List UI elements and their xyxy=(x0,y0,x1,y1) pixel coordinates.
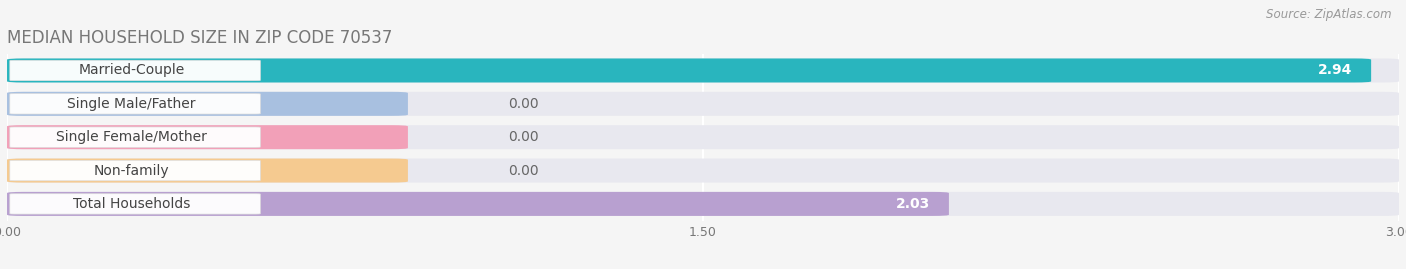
Text: 0.00: 0.00 xyxy=(508,130,538,144)
FancyBboxPatch shape xyxy=(7,58,1371,83)
Text: Source: ZipAtlas.com: Source: ZipAtlas.com xyxy=(1267,8,1392,21)
FancyBboxPatch shape xyxy=(7,125,1399,149)
FancyBboxPatch shape xyxy=(7,125,408,149)
Text: 2.94: 2.94 xyxy=(1319,63,1353,77)
FancyBboxPatch shape xyxy=(7,192,1399,216)
Text: 2.03: 2.03 xyxy=(896,197,931,211)
FancyBboxPatch shape xyxy=(10,194,260,214)
Text: Married-Couple: Married-Couple xyxy=(79,63,184,77)
FancyBboxPatch shape xyxy=(7,158,408,183)
Text: MEDIAN HOUSEHOLD SIZE IN ZIP CODE 70537: MEDIAN HOUSEHOLD SIZE IN ZIP CODE 70537 xyxy=(7,29,392,47)
FancyBboxPatch shape xyxy=(7,158,1399,183)
Text: 0.00: 0.00 xyxy=(508,164,538,178)
FancyBboxPatch shape xyxy=(7,58,1399,83)
FancyBboxPatch shape xyxy=(7,92,408,116)
Text: Non-family: Non-family xyxy=(94,164,169,178)
FancyBboxPatch shape xyxy=(10,94,260,114)
FancyBboxPatch shape xyxy=(7,92,1399,116)
Text: Single Female/Mother: Single Female/Mother xyxy=(56,130,207,144)
FancyBboxPatch shape xyxy=(10,160,260,181)
Text: Single Male/Father: Single Male/Father xyxy=(67,97,195,111)
Text: Total Households: Total Households xyxy=(73,197,190,211)
Text: 0.00: 0.00 xyxy=(508,97,538,111)
FancyBboxPatch shape xyxy=(10,60,260,81)
FancyBboxPatch shape xyxy=(7,192,949,216)
FancyBboxPatch shape xyxy=(10,127,260,147)
